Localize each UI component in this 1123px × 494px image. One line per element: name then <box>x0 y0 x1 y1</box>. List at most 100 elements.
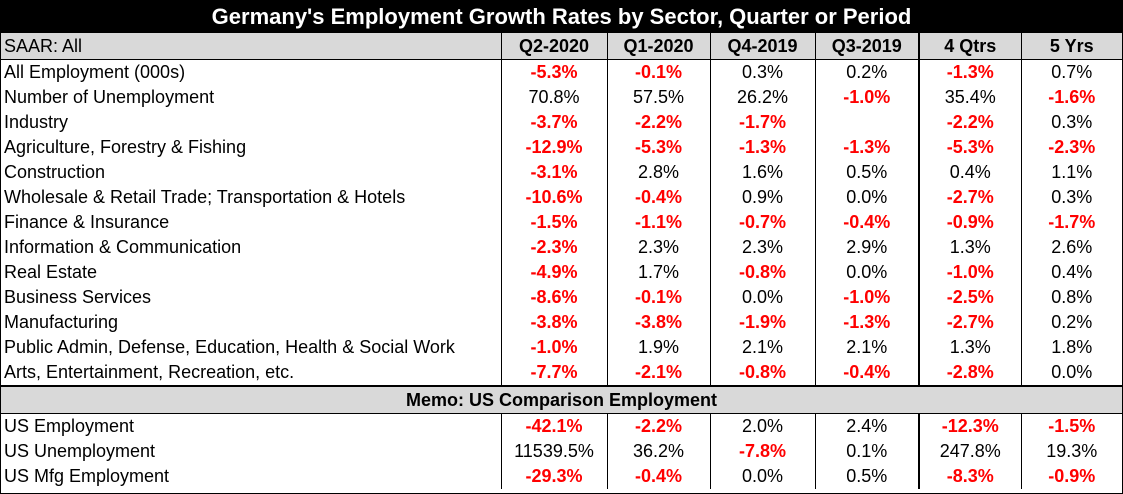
row-label: Construction <box>4 162 106 182</box>
table-row: Wholesale & Retail Trade; Transportation… <box>1 185 1122 210</box>
table-title: Germany's Employment Growth Rates by Sec… <box>1 1 1122 33</box>
cell-value: -2.7% <box>918 310 1021 335</box>
cell-value: 0.0% <box>814 260 919 285</box>
cell-value: -0.4% <box>606 185 710 210</box>
cell-value: -0.7% <box>709 210 815 235</box>
cell-value: -1.3% <box>814 135 919 160</box>
cell-value: 2.6% <box>1020 235 1122 260</box>
column-header: Q3-2019 <box>814 33 919 60</box>
cell-value: 247.8% <box>918 439 1021 464</box>
row-label: US Mfg Employment <box>4 466 170 486</box>
cell-value: 57.5% <box>606 85 710 110</box>
column-header: Q1-2020 <box>606 33 710 60</box>
memo-header-row: Memo: US Comparison Employment <box>1 385 1122 414</box>
cell-value: -1.5% <box>1020 413 1122 439</box>
cell-value: 2.3% <box>606 235 710 260</box>
row-label: Agriculture, Forestry & Fishing <box>4 137 247 157</box>
cell-value: -5.3% <box>606 135 710 160</box>
cell-value: 1.3% <box>918 335 1021 360</box>
cell-value: -12.3% <box>918 413 1021 439</box>
cell-value: 2.0% <box>709 413 815 439</box>
cell-value: -2.5% <box>918 285 1021 310</box>
cell-value: 0.0% <box>814 185 919 210</box>
cell-value: -0.8% <box>709 360 815 386</box>
cell-value: 0.8% <box>1020 285 1122 310</box>
table-row: Arts, Entertainment, Recreation, etc. -7.… <box>1 360 1122 386</box>
table-row: Agriculture, Forestry & Fishing -12.9% -5.… <box>1 135 1122 160</box>
table-row: Business Services -8.6% -0.1% 0.0% -1.0% -2.5… <box>1 285 1122 310</box>
cell-value: 0.0% <box>709 285 815 310</box>
row-label: Wholesale & Retail Trade; Transportation… <box>4 187 406 207</box>
row-label: Real Estate <box>4 262 98 282</box>
cell-value: 0.0% <box>1020 360 1122 386</box>
cell-value: 36.2% <box>606 439 710 464</box>
row-label: Manufacturing <box>4 312 119 332</box>
cell-value: -0.4% <box>814 210 919 235</box>
header-row: SAAR: All Q2-2020 Q1-2020 Q4-2019 Q3-201… <box>1 33 1122 60</box>
table-row: US Mfg Employment -29.3% -0.4% 0.0% 0.5% -8.3… <box>1 464 1122 489</box>
cell-value: -1.3% <box>814 310 919 335</box>
table-row: US Unemployment 11539.5% 36.2% -7.8% 0.1% 247… <box>1 439 1122 464</box>
table-row: Public Admin, Defense, Education, Health… <box>1 335 1122 360</box>
column-header: Q4-2019 <box>709 33 815 60</box>
cell-value: -5.3% <box>500 59 607 85</box>
column-header: 5 Yrs <box>1020 33 1122 60</box>
row-label: All Employment (000s) <box>4 62 186 82</box>
column-header: Q2-2020 <box>500 33 607 60</box>
cell-value: 26.2% <box>709 85 815 110</box>
cell-value: -2.7% <box>918 185 1021 210</box>
cell-value: 2.1% <box>709 335 815 360</box>
cell-value: -1.3% <box>709 135 815 160</box>
cell-value: -1.3% <box>918 59 1021 85</box>
cell-value: -10.6% <box>500 185 607 210</box>
cell-value: -1.9% <box>709 310 815 335</box>
cell-value: -1.0% <box>500 335 607 360</box>
cell-value: 2.1% <box>814 335 919 360</box>
row-label: Number of Unemployment <box>4 87 215 107</box>
table-row: Information & Communication -2.3% 2.3% 2.3%… <box>1 235 1122 260</box>
table-row: Manufacturing -3.8% -3.8% -1.9% -1.3% -2.7% 0.… <box>1 310 1122 335</box>
row-label: Information & Communication <box>4 237 242 257</box>
cell-value: -8.6% <box>500 285 607 310</box>
table-row: All Employment (000s) -5.3% -0.1% 0.3% 0.2% -… <box>1 59 1122 85</box>
cell-value: -1.5% <box>500 210 607 235</box>
cell-value: -8.3% <box>918 464 1021 489</box>
cell-value: 0.7% <box>1020 59 1122 85</box>
row-label: Public Admin, Defense, Education, Health… <box>4 337 455 357</box>
row-label: Business Services <box>4 287 152 307</box>
cell-value: 70.8% <box>500 85 607 110</box>
cell-value: -1.0% <box>814 85 919 110</box>
cell-value: 1.6% <box>709 160 815 185</box>
cell-value: 1.9% <box>606 335 710 360</box>
row-label: Arts, Entertainment, Recreation, etc. <box>4 362 295 382</box>
table-row: Industry -3.7% -2.2% -1.7% -2.2% 0.3% <box>1 110 1122 135</box>
cell-value: 2.8% <box>606 160 710 185</box>
cell-value: 1.8% <box>1020 335 1122 360</box>
cell-value: 0.0% <box>709 464 815 489</box>
memo-label: Memo: US Comparison Employment <box>1 385 1122 414</box>
cell-value: -2.3% <box>1020 135 1122 160</box>
cell-value: -3.8% <box>606 310 710 335</box>
cell-value: -2.2% <box>606 413 710 439</box>
cell-value: -7.7% <box>500 360 607 386</box>
cell-value: 1.7% <box>606 260 710 285</box>
row-label: Finance & Insurance <box>4 212 170 232</box>
cell-value: -1.0% <box>814 285 919 310</box>
cell-value: -0.1% <box>606 285 710 310</box>
cell-value: 0.3% <box>709 59 815 85</box>
cell-value: -3.8% <box>500 310 607 335</box>
cell-value: 1.1% <box>1020 160 1122 185</box>
table-row: Finance & Insurance -1.5% -1.1% -0.7% -0.4% -… <box>1 210 1122 235</box>
cell-value: -7.8% <box>709 439 815 464</box>
table-row: Number of Unemployment 70.8% 57.5% 26.2% -1.… <box>1 85 1122 110</box>
cell-value: -2.3% <box>500 235 607 260</box>
cell-value: 2.4% <box>814 413 919 439</box>
table-row: Construction -3.1% 2.8% 1.6% 0.5% 0.4% 1.1% <box>1 160 1122 185</box>
cell-value: 2.9% <box>814 235 919 260</box>
cell-value: 19.3% <box>1020 439 1122 464</box>
cell-value: -1.0% <box>918 260 1021 285</box>
cell-value: -0.1% <box>606 59 710 85</box>
cell-value: -1.7% <box>1020 210 1122 235</box>
cell-value: -2.8% <box>918 360 1021 386</box>
